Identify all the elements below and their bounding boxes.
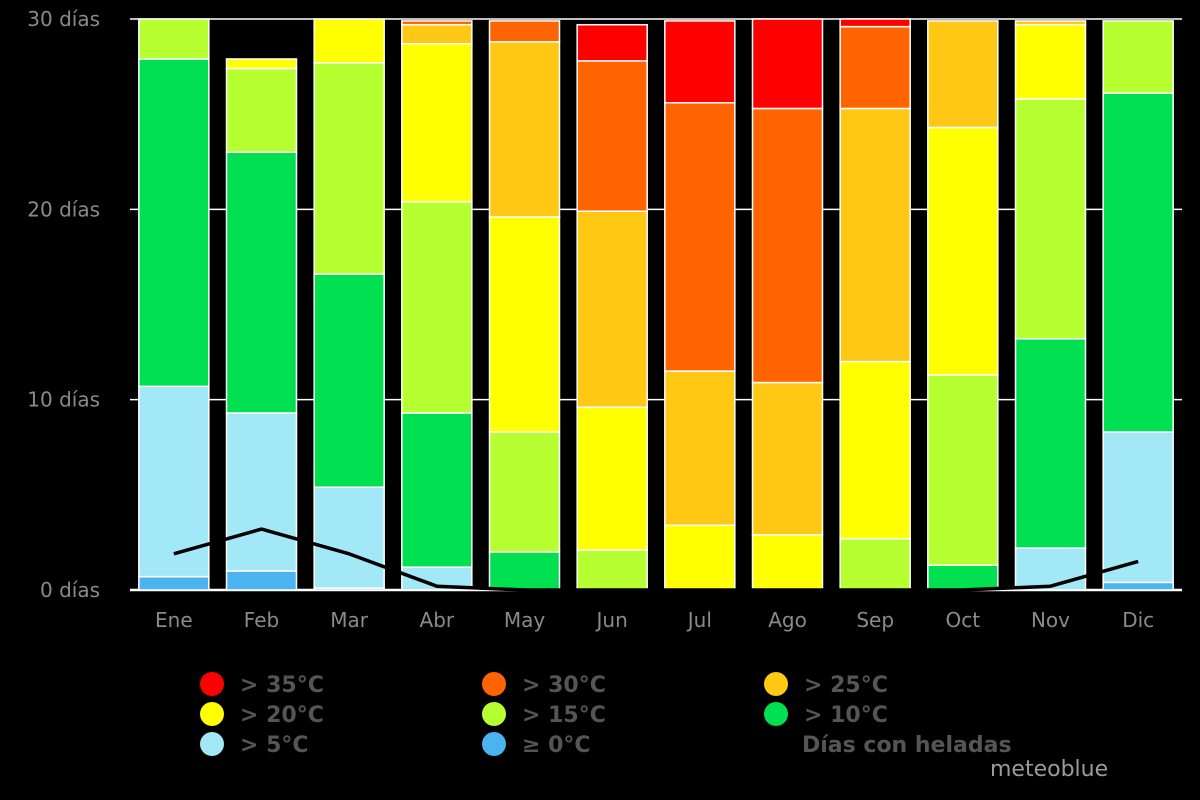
bar-segment: [313, 486, 385, 589]
bar-segment: [927, 126, 999, 376]
y-tick-label: 0 días: [40, 578, 100, 602]
legend-label: > 35°C: [240, 673, 324, 698]
legend: > 35°C > 30°C > 25°C > 20°C > 15°C > 10°C > 5°…: [200, 672, 1012, 758]
legend-swatch: [200, 702, 224, 726]
bar-segment: [664, 20, 736, 104]
bar-segment: [927, 564, 999, 591]
bar-segment: [576, 60, 648, 212]
legend-swatch: [482, 702, 506, 726]
x-tick-label: Feb: [244, 608, 279, 632]
bar-segment: [1014, 20, 1087, 26]
bars: [138, 18, 1174, 591]
legend-label: Días con heladas: [802, 733, 1012, 758]
bar-segment: [927, 374, 999, 567]
bar-segment: [751, 534, 824, 591]
bar-segment: [313, 273, 385, 488]
legend-swatch: [200, 672, 224, 696]
bar-segment: [839, 107, 911, 363]
bar-segment: [576, 406, 648, 551]
bar-segment: [225, 58, 298, 70]
bar-segment: [225, 570, 298, 591]
legend-label: > 30°C: [522, 673, 606, 698]
bar-segment: [401, 42, 473, 203]
x-tick-label: Abr: [420, 608, 455, 632]
bar-segment: [576, 210, 648, 409]
bar-segment: [576, 23, 648, 62]
x-tick-label: Ago: [768, 608, 807, 632]
legend-swatch: [200, 732, 224, 756]
bar-segment: [1102, 92, 1174, 433]
bar-segment: [839, 360, 911, 540]
legend-swatch: [482, 732, 506, 756]
x-tick-label: Dic: [1122, 608, 1154, 632]
bar-segment: [1102, 581, 1174, 591]
legend-swatch: [482, 672, 506, 696]
x-tick-label: May: [504, 608, 546, 632]
y-tick-label: 10 días: [27, 388, 100, 412]
bar-segment: [1102, 20, 1174, 94]
bar-segment: [488, 551, 561, 591]
bar-segment: [751, 381, 824, 536]
bar-segment: [839, 25, 911, 110]
x-tick-label: Oct: [946, 608, 981, 632]
legend-label: > 5°C: [240, 733, 309, 758]
bar-segment: [664, 524, 736, 591]
bar-segment: [839, 18, 911, 28]
bar-segment: [488, 431, 561, 553]
y-axis-labels: 0 días 10 días 20 días 30 días: [27, 7, 100, 602]
bar-segment: [401, 23, 473, 45]
bar-segment: [138, 58, 210, 388]
legend-label: ≥ 0°C: [522, 733, 591, 758]
legend-label: > 25°C: [804, 673, 888, 698]
bar-segment: [1014, 23, 1087, 100]
x-axis-labels: Ene Feb Mar Abr May Jun Jul Ago Sep Oct Nov Dic: [155, 608, 1154, 632]
bar-segment: [751, 107, 824, 384]
bar-segment: [138, 18, 210, 60]
bar-segment: [576, 549, 648, 591]
legend-label: > 20°C: [240, 703, 324, 728]
bar-segment: [225, 67, 298, 153]
bar-segment: [138, 575, 210, 591]
x-tick-label: Sep: [856, 608, 894, 632]
bar-segment: [225, 412, 298, 572]
bar-segment: [313, 62, 385, 275]
bar-segment: [401, 412, 473, 568]
bar-segment: [401, 200, 473, 414]
frost-days-line: [173, 527, 1139, 592]
bar-segment: [664, 101, 736, 372]
bar-segment: [839, 537, 911, 591]
legend-swatch: [764, 672, 788, 696]
bar-segment: [1014, 547, 1087, 591]
bar-segment: [401, 20, 473, 26]
bar-segment: [225, 151, 298, 414]
legend-label: > 10°C: [804, 703, 888, 728]
x-tick-label: Nov: [1031, 608, 1070, 632]
x-tick-label: Mar: [330, 608, 369, 632]
frost-line: [173, 527, 1139, 592]
bar-segment: [488, 20, 561, 43]
brand-label: meteoblue: [990, 757, 1109, 782]
legend-label: > 15°C: [522, 703, 606, 728]
bar-segment: [927, 20, 999, 129]
bar-segment: [1102, 431, 1174, 584]
bar-segment: [1014, 98, 1087, 340]
bar-segment: [664, 370, 736, 527]
bar-segment: [1014, 338, 1087, 549]
legend-swatch: [764, 702, 788, 726]
y-tick-label: 30 días: [27, 7, 100, 31]
bar-segment: [488, 41, 561, 218]
bar-segment: [138, 385, 210, 578]
x-tick-label: Jul: [686, 608, 712, 632]
x-tick-label: Ene: [155, 608, 193, 632]
bar-segment: [313, 18, 385, 64]
bar-segment: [488, 216, 561, 433]
x-tick-label: Jun: [595, 608, 628, 632]
y-tick-label: 20 días: [27, 197, 100, 221]
bar-segment: [751, 18, 824, 110]
